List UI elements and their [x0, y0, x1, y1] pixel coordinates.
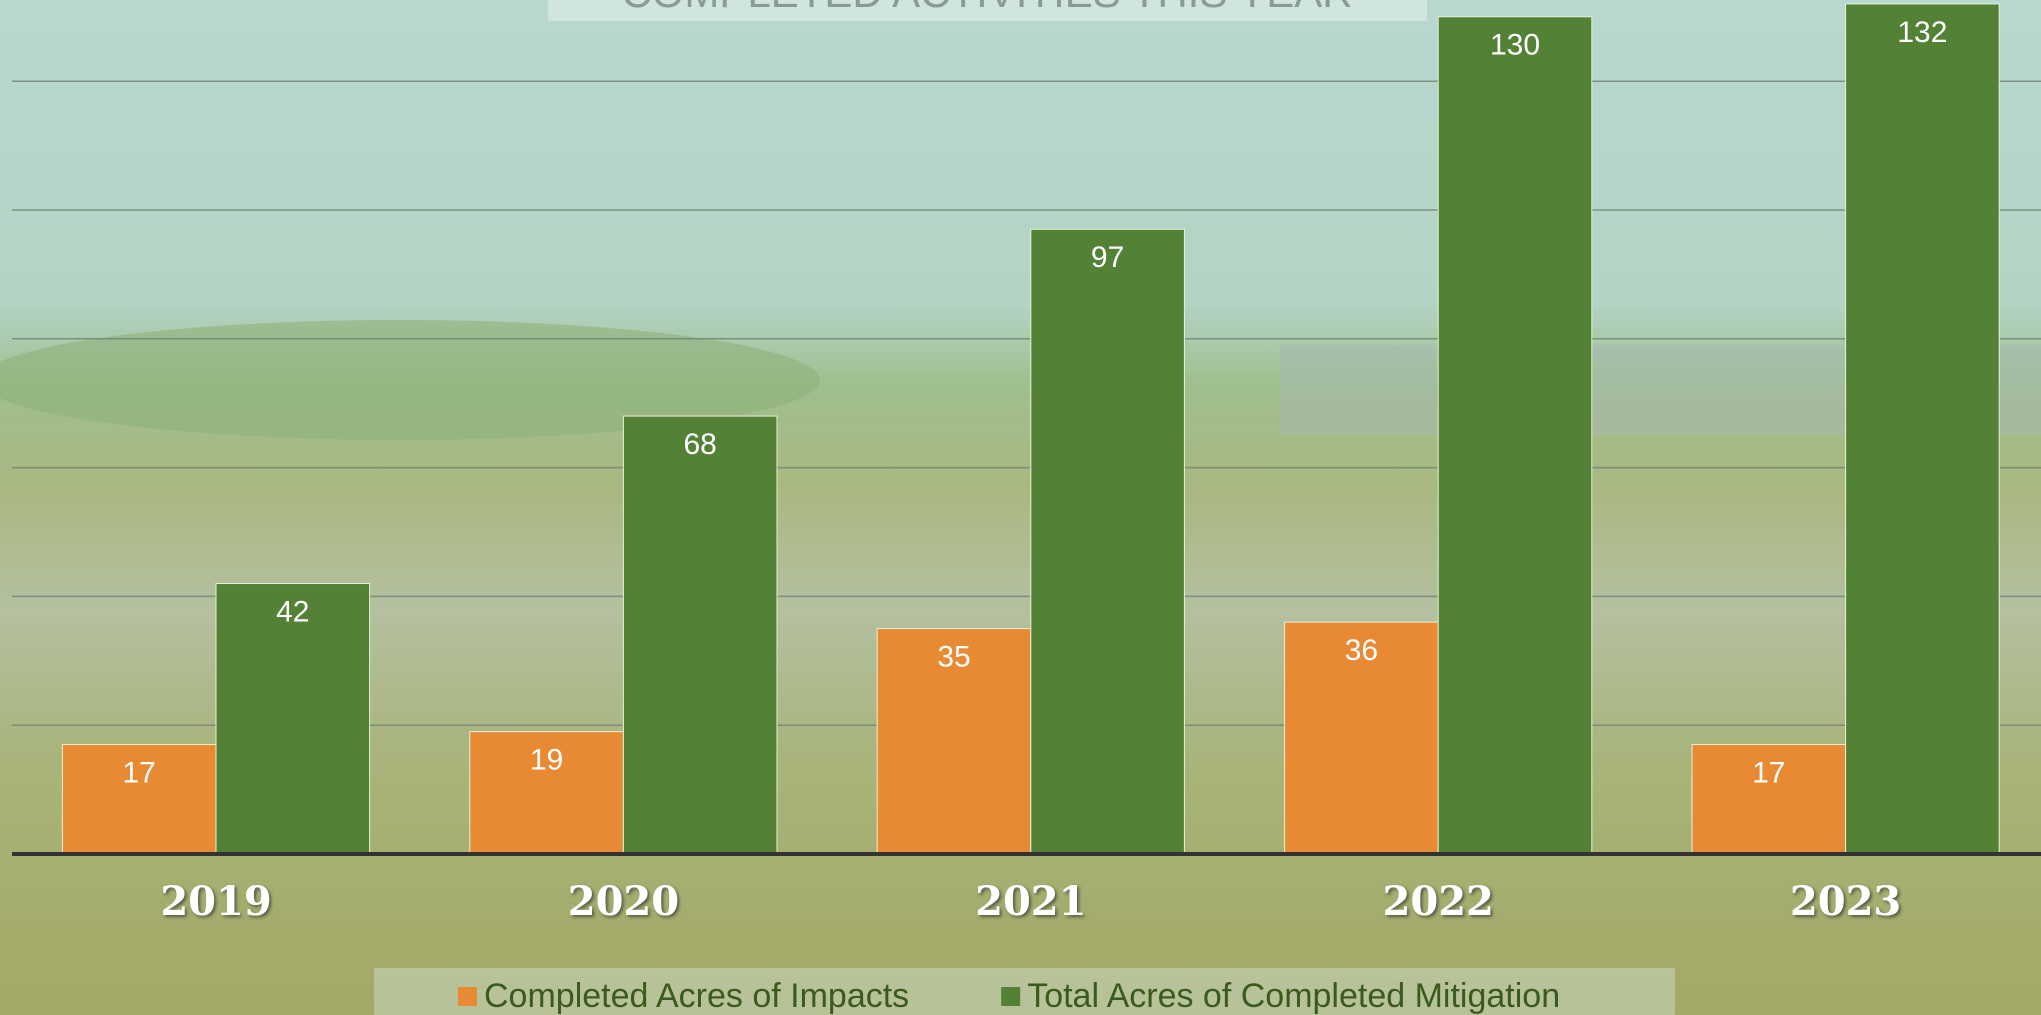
data-label: 130: [1490, 29, 1540, 62]
legend-swatch: [458, 987, 477, 1006]
bar: [1691, 744, 1847, 855]
data-label: 17: [123, 756, 156, 789]
chart-title: COMPLETED ACTIVITIES THIS YEAR: [621, 0, 1352, 16]
bar: [1284, 621, 1439, 855]
legend-label: Completed Acres of Impacts: [484, 977, 909, 1015]
data-label: 132: [1897, 16, 1947, 49]
x-tick-label: 2023: [1790, 878, 1901, 925]
data-label: 97: [1091, 241, 1124, 274]
data-label: 36: [1345, 634, 1378, 667]
bar: [622, 415, 778, 855]
legend-swatch: [1001, 987, 1021, 1006]
data-label: 42: [276, 595, 309, 628]
title-box: [548, 0, 1427, 21]
x-tick-label: 2021: [975, 878, 1086, 925]
tree-line: [0, 320, 820, 440]
x-tick-label: 2022: [1383, 878, 1494, 925]
bar: [876, 628, 1032, 855]
x-tick-label: 2019: [160, 878, 271, 925]
legend-box: [374, 968, 1675, 1015]
data-label: 68: [684, 428, 717, 461]
legend-label: Total Acres of Completed Mitigation: [1027, 977, 1560, 1015]
bar: [1845, 3, 2000, 855]
data-label: 17: [1752, 756, 1785, 789]
x-tick-label: 2020: [568, 878, 679, 925]
bar: [1030, 228, 1185, 855]
bar: [215, 583, 371, 855]
data-label: 35: [937, 641, 970, 674]
bar: [61, 744, 217, 855]
bar: [469, 731, 624, 855]
bar: [1437, 16, 1593, 855]
data-label: 19: [530, 744, 563, 777]
